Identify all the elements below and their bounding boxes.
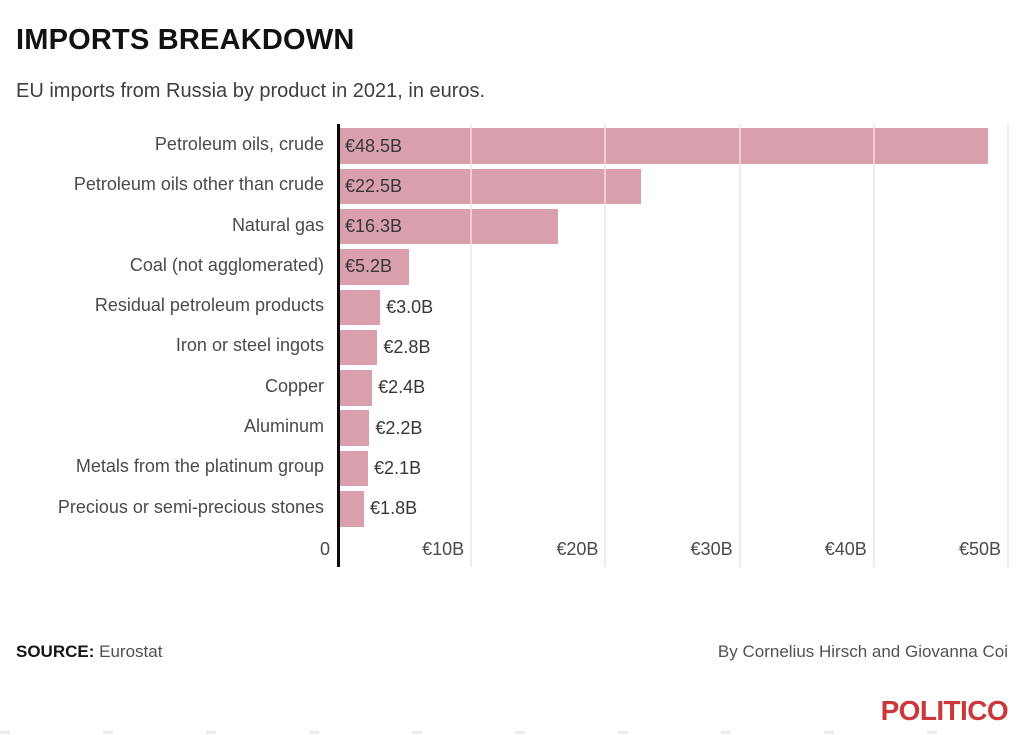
bar [340,289,381,326]
bar-value-label: €2.2B [375,417,423,438]
bar: €22.5B [340,168,641,205]
category-label: Aluminum [243,416,324,437]
bar-row: €2.8B [340,329,1008,369]
x-tick-label: €50B [958,539,1001,560]
category-label: Coal (not agglomerated) [129,254,324,275]
bar [340,410,370,446]
gridline-overlay [604,124,607,568]
gridline-overlay [1007,124,1009,568]
bar [340,450,369,487]
bar-row: €48.5B [340,127,1008,167]
bar-value-label: €5.2B [345,256,393,277]
bar-value-label: €22.5B [345,175,403,196]
bar-row: €5.2B [340,248,1008,288]
source-value: Eurostat [99,642,163,661]
bar-value-label: €2.4B [378,377,426,398]
bar-row: €1.8B [340,490,1008,530]
category-label: Metals from the platinum group [75,456,324,477]
bar-value-label: €1.8B [370,498,418,519]
byline: By Cornelius Hirsch and Giovanna Coi [717,642,1008,661]
bar: €5.2B [340,249,410,285]
category-label: Residual petroleum products [94,295,324,316]
bar-value-label: €3.0B [386,296,434,317]
bars-container: €48.5B €22.5B €16.3B €5.2B €3.0B €2.8B €2.4B €2… [340,127,1008,530]
bar-value-label: €48.5B [345,135,403,156]
bar [340,491,365,527]
x-tick-label: €20B [556,539,599,560]
category-label: Natural gas [231,214,324,235]
x-tick-label: €40B [824,539,867,560]
bar-value-label: €2.8B [383,336,431,357]
gridline-overlay [872,124,875,568]
chart-subtitle: EU imports from Russia by product in 202… [16,80,486,103]
bar: €16.3B [340,208,558,245]
x-tick-label: 0 [319,539,330,560]
bar [340,370,373,406]
politico-chart-card: IMPORTS BREAKDOWN EU imports from Russia… [0,24,1024,735]
bottom-edge-artifact [0,731,1024,734]
bar-row: €2.4B [340,369,1008,409]
gridline-overlay [738,124,741,568]
x-tick-label: €30B [690,539,733,560]
x-tick-label: €10B [422,539,465,560]
category-label: Petroleum oils other than crude [73,174,324,195]
bar-row: €22.5B [340,168,1008,208]
category-label: Precious or semi-precious stones [57,496,324,517]
gridline-overlay [470,124,473,568]
plot-area: €48.5B €22.5B €16.3B €5.2B €3.0B €2.8B €2.4B €2… [320,124,1009,568]
bar-row: €2.1B [340,450,1008,490]
source-line: SOURCE: Eurostat [16,642,162,662]
category-label-column: Petroleum oils, crude Petroleum oils othe… [16,124,337,567]
category-label: Iron or steel ingots [175,335,324,356]
bar-row: €2.2B [340,409,1008,449]
politico-logo: POLITICO [880,695,1009,726]
bar: €48.5B [340,128,988,164]
source-label: SOURCE: [16,642,95,661]
x-axis-ticks: 0 €10B €20B €30B €40B €50B [320,539,1008,560]
chart-footer: SOURCE: Eurostat By Cornelius Hirsch and… [16,642,1008,662]
bar-chart: Petroleum oils, crude Petroleum oils othe… [16,124,1009,568]
y-axis-line [337,124,340,568]
bar [340,329,378,366]
bar-row: €3.0B [340,289,1008,329]
bar-value-label: €16.3B [345,216,403,237]
bar-value-label: €2.1B [374,457,422,478]
category-label: Petroleum oils, crude [154,133,324,154]
category-label: Copper [264,375,324,396]
bar-row: €16.3B [340,208,1008,248]
chart-title: IMPORTS BREAKDOWN [16,24,355,56]
